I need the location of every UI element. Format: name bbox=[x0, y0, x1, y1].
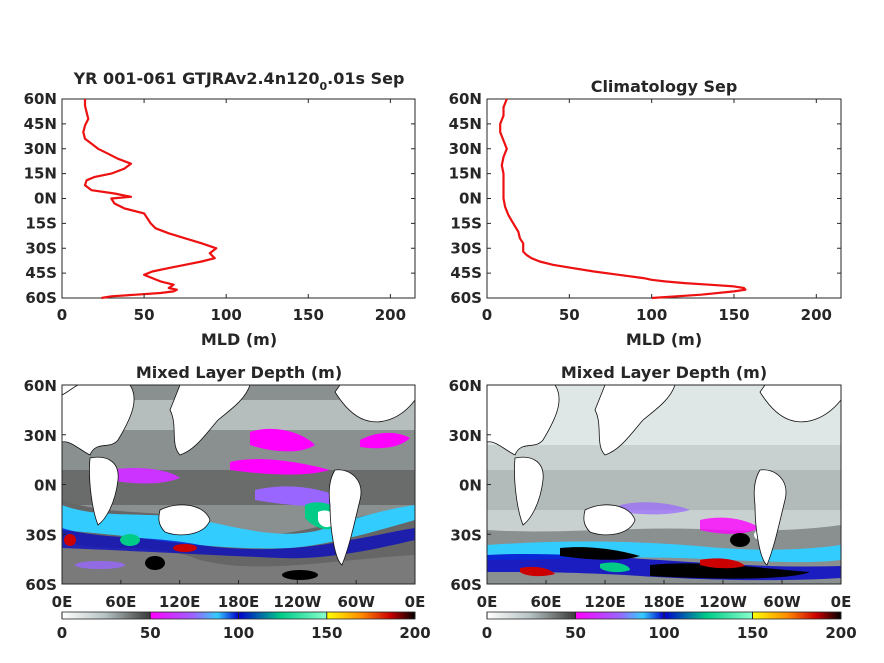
ytick-label: 15N bbox=[449, 165, 482, 183]
map-xtick-label: 0E bbox=[831, 593, 852, 611]
map-xtick-label: 180E bbox=[218, 593, 260, 611]
map-xtick-label: 0E bbox=[477, 593, 498, 611]
map-ytick-label: 30N bbox=[24, 427, 57, 445]
map-xtick-label: 60E bbox=[105, 593, 136, 611]
colorbar-tick-label: 50 bbox=[565, 624, 586, 642]
xtick-label: 200 bbox=[375, 306, 406, 324]
colorbar-tick-label: 200 bbox=[399, 624, 430, 642]
ytick-label: 60N bbox=[449, 90, 482, 108]
map-xtick-label: 0E bbox=[52, 593, 73, 611]
xtick-label: 150 bbox=[293, 306, 324, 324]
ytick-label: 30N bbox=[24, 140, 57, 158]
map-ytick-label: 30N bbox=[449, 427, 482, 445]
map-ytick-label: 60S bbox=[25, 576, 57, 594]
xtick-label: 100 bbox=[211, 306, 242, 324]
ytick-label: 15S bbox=[450, 214, 482, 232]
map-xtick-label: 120W bbox=[699, 593, 747, 611]
map-xtick-label: 120E bbox=[159, 593, 201, 611]
xtick-label: 50 bbox=[134, 306, 155, 324]
xtick-label: 50 bbox=[559, 306, 580, 324]
profile-panel-1: YR 001-061 GTJRAv2.4n1200.01s Sep MLD (m… bbox=[61, 69, 416, 349]
map-xtick-label: 60E bbox=[530, 593, 561, 611]
ytick-label: 0N bbox=[34, 190, 57, 208]
xtick-label: 0 bbox=[57, 306, 67, 324]
ytick-label: 45N bbox=[24, 115, 57, 133]
panel-2-title: Climatology Sep bbox=[591, 77, 738, 96]
panel-1-xlabel: MLD (m) bbox=[201, 330, 277, 349]
map-xtick-label: 120W bbox=[273, 593, 321, 611]
ytick-label: 0N bbox=[459, 190, 482, 208]
xtick-label: 0 bbox=[482, 306, 492, 324]
ytick-label: 60N bbox=[24, 90, 57, 108]
panel-2-xlabel: MLD (m) bbox=[626, 330, 702, 349]
ytick-label: 60S bbox=[25, 289, 57, 307]
xtick-label: 100 bbox=[636, 306, 667, 324]
map-ytick-label: 30S bbox=[450, 526, 482, 544]
colorbar-tick-label: 0 bbox=[482, 624, 492, 642]
colorbar-tick-label: 100 bbox=[648, 624, 679, 642]
ytick-label: 45S bbox=[25, 264, 57, 282]
ytick-label: 30N bbox=[449, 140, 482, 158]
map-a-title: Mixed Layer Depth (m) bbox=[136, 363, 342, 382]
colorbar-tick-label: 150 bbox=[737, 624, 768, 642]
profile-panel-2: Climatology Sep MLD (m) bbox=[486, 77, 842, 349]
map-b-title: Mixed Layer Depth (m) bbox=[561, 363, 767, 382]
ytick-label: 45N bbox=[449, 115, 482, 133]
panel-1-title: YR 001-061 GTJRAv2.4n1200.01s Sep bbox=[73, 69, 405, 93]
map-ytick-label: 60N bbox=[24, 377, 57, 395]
map-ytick-label: 0N bbox=[459, 477, 482, 495]
ytick-label: 45S bbox=[450, 264, 482, 282]
ytick-label: 30S bbox=[450, 239, 482, 257]
panel-2-axes bbox=[486, 98, 842, 299]
ytick-label: 15N bbox=[24, 165, 57, 183]
colorbar-tick-label: 150 bbox=[311, 624, 342, 642]
map-a-field bbox=[62, 385, 415, 584]
xtick-label: 150 bbox=[718, 306, 749, 324]
panel-2-mld-line bbox=[499, 98, 747, 300]
colorbar-tick-label: 50 bbox=[140, 624, 161, 642]
map-ytick-label: 30S bbox=[25, 526, 57, 544]
map-xtick-label: 120E bbox=[584, 593, 626, 611]
colorbar-tick-label: 100 bbox=[223, 624, 254, 642]
map-xtick-label: 180E bbox=[643, 593, 685, 611]
map-ytick-label: 60N bbox=[449, 377, 482, 395]
xtick-label: 200 bbox=[801, 306, 832, 324]
map-panel-model: Mixed Layer Depth (m) bbox=[61, 363, 416, 620]
map-xtick-label: 60W bbox=[337, 593, 375, 611]
colorbar-tick-label: 0 bbox=[57, 624, 67, 642]
ytick-label: 30S bbox=[25, 239, 57, 257]
map-xtick-label: 60W bbox=[763, 593, 801, 611]
map-b-field bbox=[487, 385, 841, 584]
ytick-label: 60S bbox=[450, 289, 482, 307]
map-xtick-label: 0E bbox=[405, 593, 426, 611]
panel-1-mld-line bbox=[82, 99, 218, 300]
map-ytick-label: 0N bbox=[34, 477, 57, 495]
map-ytick-label: 60S bbox=[450, 576, 482, 594]
ytick-label: 15S bbox=[25, 214, 57, 232]
colorbar-tick-label: 200 bbox=[825, 624, 856, 642]
